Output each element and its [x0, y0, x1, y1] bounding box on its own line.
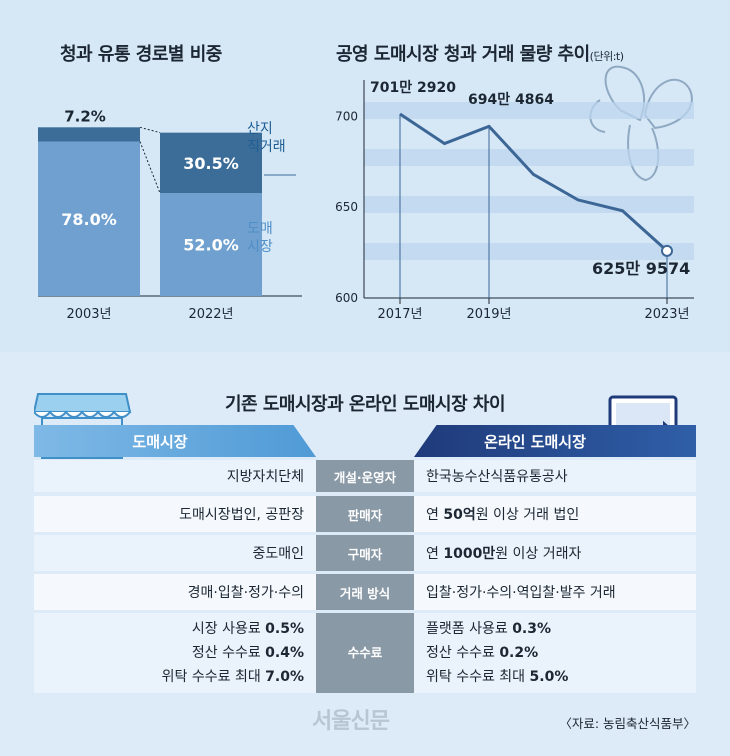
stacked-bar-chart: 78.0% 7.2% 2003년 52.0% 30.5% 2022년 — [38, 107, 302, 322]
x-tick-label: 2023년 — [644, 307, 689, 322]
x-tick-label: 2003년 — [66, 307, 111, 322]
table-row: 지방자치단체 개설·운영자 한국농수산식품유통공사 — [34, 460, 696, 492]
bar-segment — [160, 193, 262, 296]
data-label: 701만 2920 — [370, 80, 456, 96]
data-label: 625만 9574 — [592, 259, 690, 278]
cell-online: 연 50억원 이상 거래 법인 — [414, 496, 696, 532]
series-line — [399, 112, 669, 252]
bar-segment — [38, 141, 140, 296]
x-tick-label: 2017년 — [377, 307, 422, 322]
bar-value-label: 52.0% — [183, 236, 239, 255]
bar-segment — [160, 132, 262, 194]
cell-traditional: 도매시장법인, 공판장 — [34, 496, 316, 532]
cell-traditional: 중도매인 — [34, 535, 316, 571]
row-label: 거래 방식 — [316, 574, 414, 610]
source-note: 〈자료: 농림축산식품부〉 — [559, 716, 696, 731]
y-tick-label: 600 — [335, 291, 358, 305]
data-point — [661, 244, 673, 257]
bar-value-label: 78.0% — [61, 210, 117, 229]
legend-item-wholesale: 도매 시장 — [247, 221, 273, 255]
data-label: 694만 4864 — [468, 92, 554, 108]
row-label: 개설·운영자 — [316, 460, 414, 492]
row-label: 수수료 — [316, 613, 414, 693]
table-row-fees: 시장 사용료 0.5% 정산 수수료 0.4% 위탁 수수료 최대 7.0% 수… — [34, 613, 696, 693]
y-tick-label: 700 — [335, 109, 358, 123]
left-chart-title: 청과 유통 경로별 비중 — [60, 44, 222, 65]
grid-band — [364, 196, 694, 213]
table-row: 경매·입찰·정가·수의 거래 방식 입찰·정가·수의·역입찰·발주 거래 — [34, 574, 696, 610]
x-tick-label: 2022년 — [188, 307, 233, 322]
header-online: 온라인 도매시장 — [414, 425, 696, 457]
grid-band — [364, 243, 694, 260]
y-tick-label: 650 — [335, 200, 358, 214]
header-traditional: 도매시장 — [34, 425, 316, 457]
cell-online: 입찰·정가·수의·역입찰·발주 거래 — [414, 574, 696, 610]
grid-band — [364, 149, 694, 166]
cell-online: 한국농수산식품유통공사 — [414, 460, 696, 492]
x-tick-label: 2019년 — [466, 307, 511, 322]
fees-online: 플랫폼 사용료 0.3% 정산 수수료 0.2% 위탁 수수료 최대 5.0% — [414, 613, 696, 693]
publisher-logo: 서울신문 — [312, 709, 390, 734]
bar-value-label: 30.5% — [183, 154, 239, 173]
fees-traditional: 시장 사용료 0.5% 정산 수수료 0.4% 위탁 수수료 최대 7.0% — [34, 613, 316, 693]
table-row: 도매시장법인, 공판장 판매자 연 50억원 이상 거래 법인 — [34, 496, 696, 532]
grid-band — [364, 102, 694, 119]
legend-item-direct: 산지 직거래 — [247, 121, 286, 155]
compare-title: 기존 도매시장과 온라인 도매시장 차이 — [224, 394, 506, 415]
right-chart-title: 공영 도매시장 청과 거래 물량 추이(단위:t) — [336, 44, 624, 65]
row-label: 판매자 — [316, 496, 414, 532]
unit-label: (단위:t) — [589, 50, 624, 63]
table-row: 중도매인 구매자 연 1000만원 이상 거래자 — [34, 535, 696, 571]
line-chart: 700 650 600 2017년 2019년 2023년 701만 2920 694만 48… — [335, 65, 694, 322]
connector-line — [139, 141, 161, 194]
row-label: 구매자 — [316, 535, 414, 571]
bar-value-label: 7.2% — [64, 107, 106, 125]
bar-segment — [38, 127, 140, 142]
cell-traditional: 경매·입찰·정가·수의 — [34, 574, 316, 610]
cell-online: 연 1000만원 이상 거래자 — [414, 535, 696, 571]
connector-line — [139, 126, 161, 134]
cell-traditional: 지방자치단체 — [34, 460, 316, 492]
